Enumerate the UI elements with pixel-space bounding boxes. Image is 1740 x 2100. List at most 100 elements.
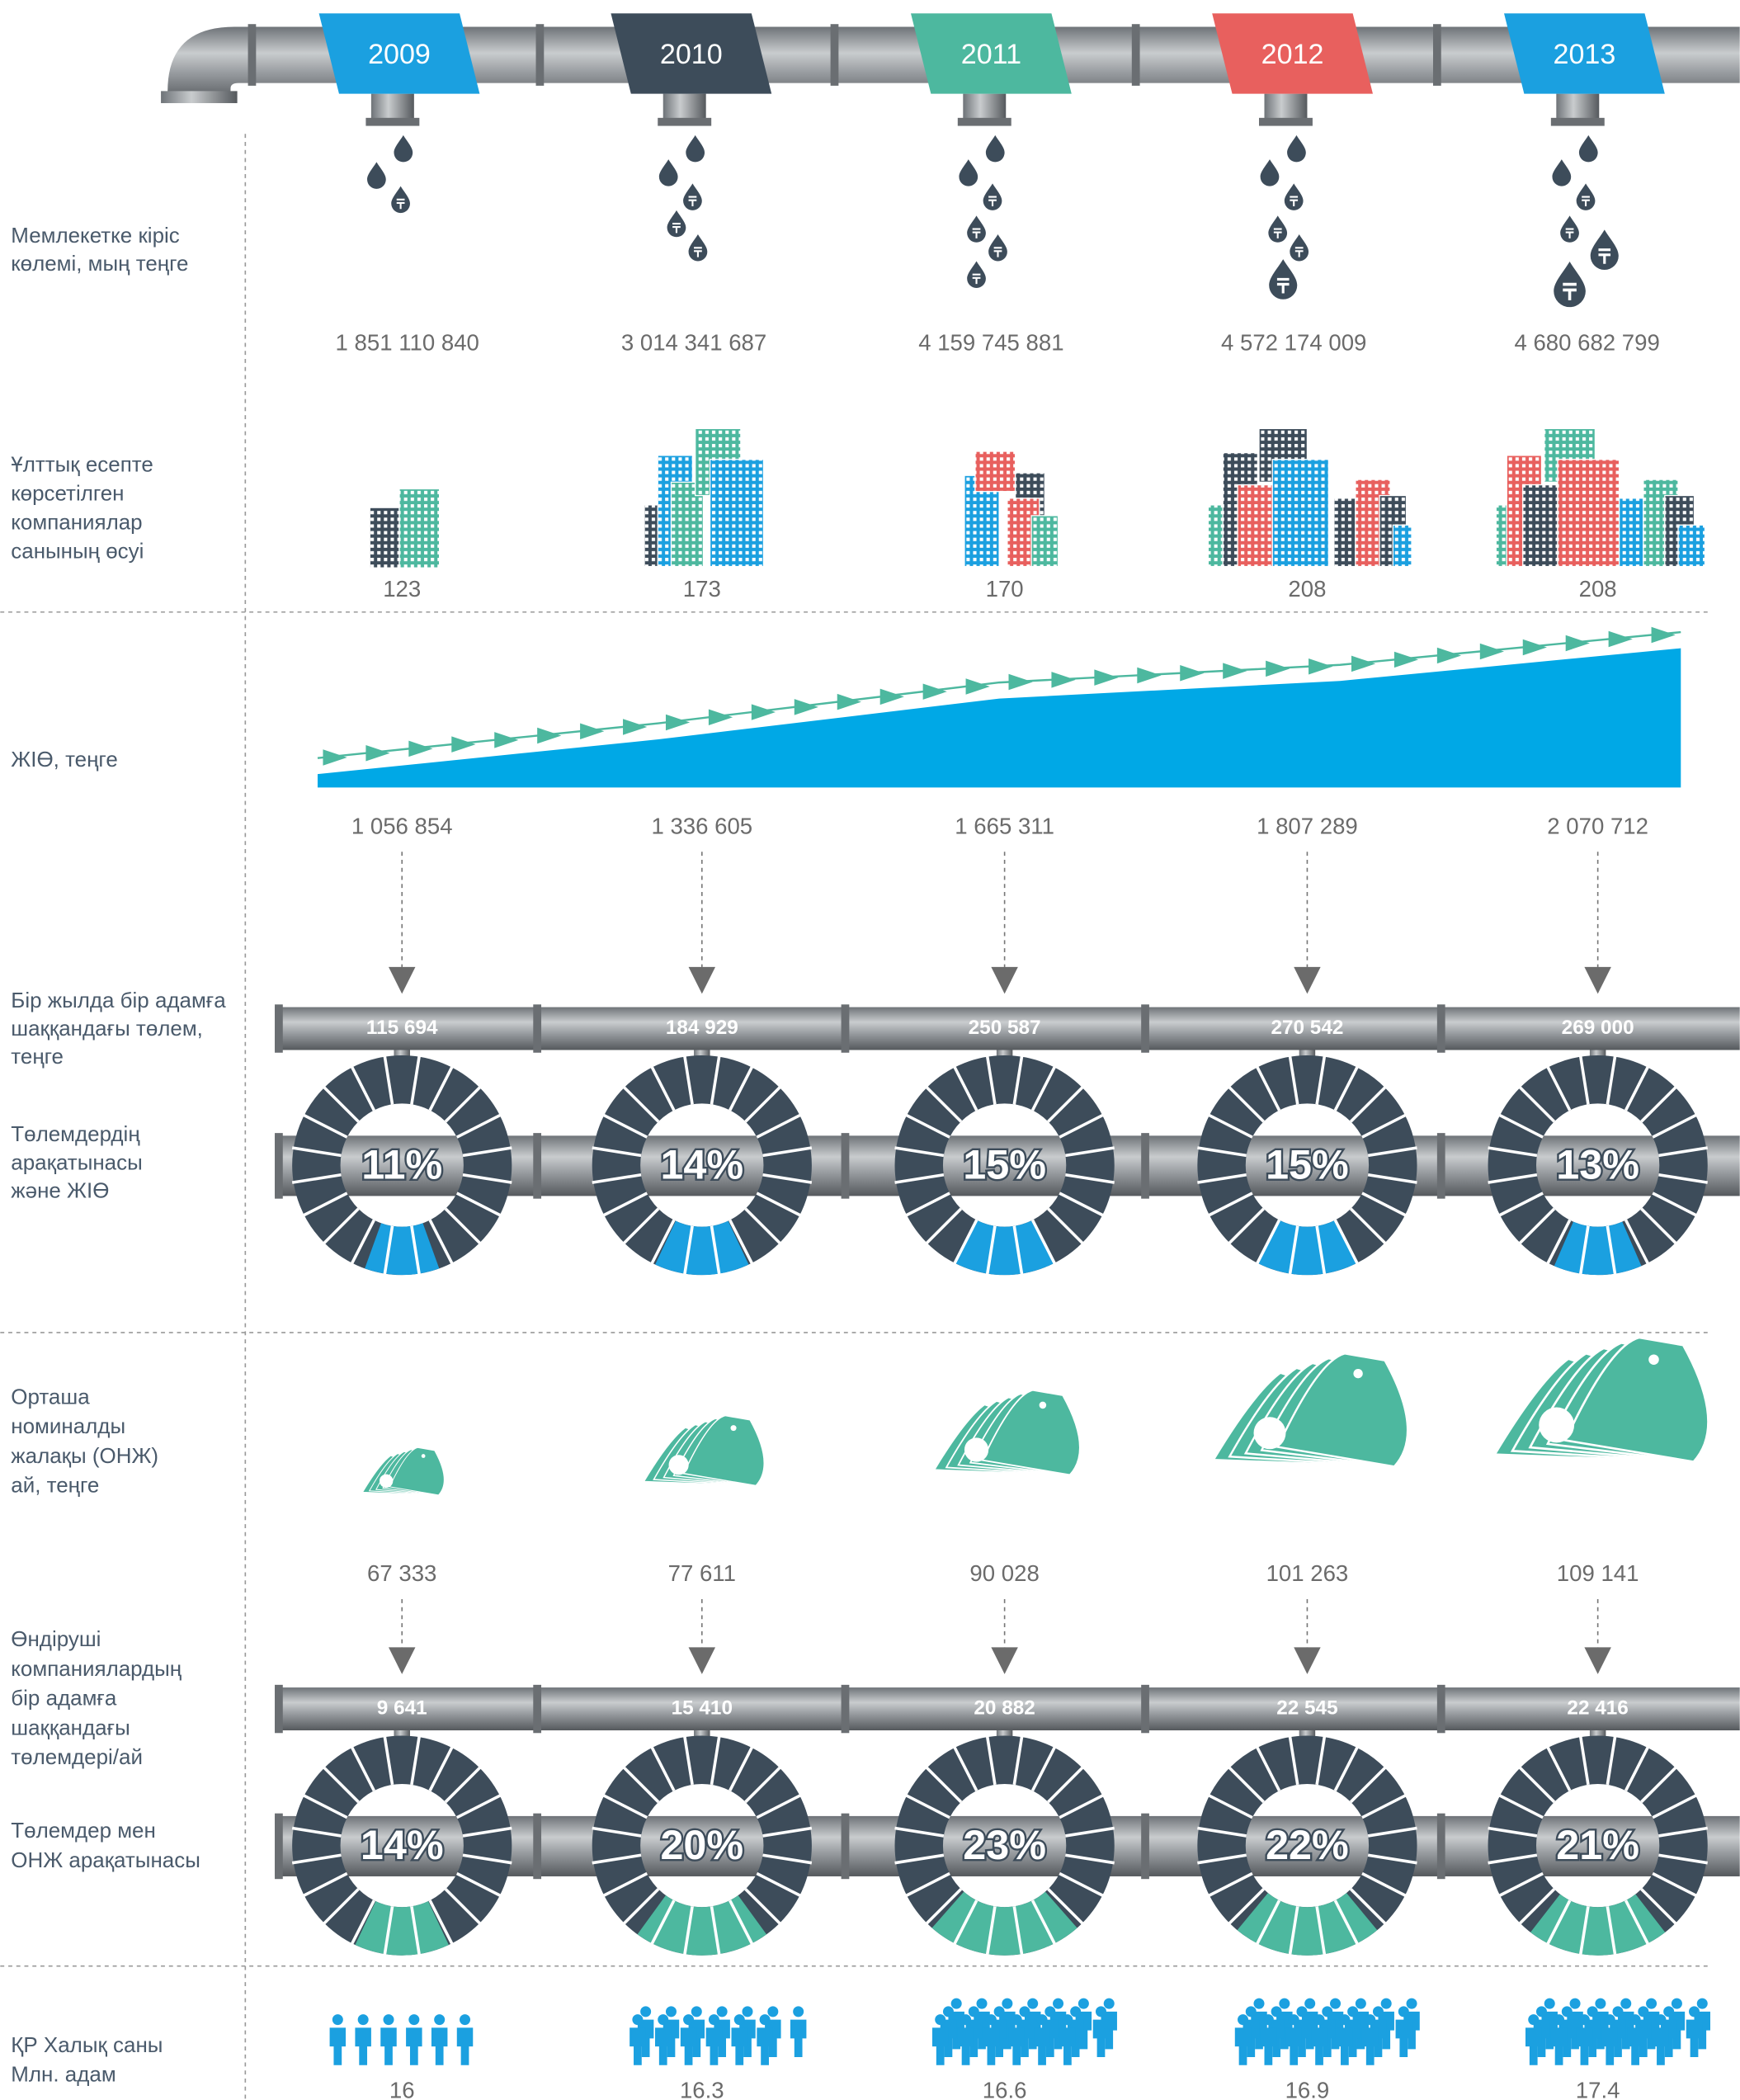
drop-icon xyxy=(967,215,986,243)
row-label: төлемдері/ай xyxy=(11,1744,143,1769)
row-label: теңге xyxy=(11,1044,64,1069)
donut-gap xyxy=(1207,1192,1253,1217)
donut-gap xyxy=(622,1085,660,1123)
donut-gap xyxy=(1497,1113,1544,1139)
donut-gap xyxy=(1059,1871,1105,1898)
trend-arrow xyxy=(922,683,947,700)
banknote-circle xyxy=(1253,1417,1286,1450)
connector-head xyxy=(1584,1647,1611,1674)
drop-icon xyxy=(1576,183,1596,210)
trend-arrow xyxy=(794,699,819,715)
person-icon xyxy=(1653,2014,1669,2065)
donut-gap xyxy=(710,1055,721,1105)
head xyxy=(1646,1998,1657,2009)
donut-gap xyxy=(1059,1113,1105,1139)
body xyxy=(705,2027,723,2065)
donut-gap xyxy=(952,1745,978,1791)
trend-arrow xyxy=(1651,626,1676,644)
donut-gap xyxy=(1012,1225,1024,1276)
banknote xyxy=(389,1446,445,1496)
building xyxy=(1392,524,1412,568)
donut-gap xyxy=(1333,1745,1360,1791)
tenge-sign xyxy=(972,273,981,285)
donut-gap xyxy=(904,1113,950,1139)
pipe-joint xyxy=(841,1813,850,1880)
head xyxy=(716,2006,728,2017)
donut-gap xyxy=(291,1146,342,1158)
head xyxy=(733,2014,745,2026)
donut-gap xyxy=(1349,1085,1387,1123)
trend-arrow xyxy=(1608,630,1633,648)
head xyxy=(1587,2006,1598,2017)
head xyxy=(332,2014,343,2026)
payment-value: 115 694 xyxy=(366,1017,438,1039)
banknote xyxy=(682,1414,765,1487)
donut-gap xyxy=(1255,1065,1281,1111)
donut-gap xyxy=(744,1085,782,1123)
head xyxy=(1027,1998,1039,2009)
tenge-sign xyxy=(988,196,997,206)
pipe-joint xyxy=(1131,24,1140,86)
donut-gap xyxy=(1333,1899,1360,1946)
drop-icon xyxy=(367,162,386,189)
donut-gap xyxy=(1658,1146,1708,1158)
companies-value: 123 xyxy=(383,576,421,602)
donut-gap xyxy=(1361,1793,1408,1819)
faucet xyxy=(1264,93,1308,121)
body xyxy=(1653,2027,1669,2065)
donut-gap xyxy=(1367,1826,1417,1838)
donut-gap xyxy=(462,1146,512,1158)
donut-gap xyxy=(350,1219,375,1265)
donut-gap xyxy=(410,1055,422,1105)
trend-arrow xyxy=(665,714,691,731)
donut-gap xyxy=(1658,1173,1708,1184)
year-label: 2010 xyxy=(660,39,723,70)
trend-arrow xyxy=(965,678,990,695)
head xyxy=(1103,1998,1115,2009)
drop-icon xyxy=(688,234,708,262)
donut-gap xyxy=(592,1826,642,1838)
donut-gap xyxy=(762,1826,813,1838)
drop xyxy=(394,134,413,163)
ratio-label: 22% xyxy=(1266,1821,1349,1868)
body xyxy=(1092,2019,1110,2058)
person-icon xyxy=(1059,2014,1076,2065)
person-icon xyxy=(957,2014,974,2065)
trend-arrow xyxy=(323,749,347,766)
donut-gap xyxy=(1012,1906,1024,1956)
head xyxy=(1002,1998,1013,2009)
connector-head xyxy=(1294,966,1321,994)
donut-gap xyxy=(744,1766,782,1804)
head xyxy=(1288,2014,1299,2026)
donut-gap xyxy=(601,1113,648,1139)
donut-gap xyxy=(601,1192,648,1217)
body xyxy=(1285,2027,1302,2065)
head xyxy=(1355,1998,1366,2009)
donut-gap xyxy=(410,1225,422,1276)
donut-gap xyxy=(444,1207,482,1245)
donut-gap xyxy=(1065,1853,1115,1865)
donut-gap xyxy=(729,1899,754,1946)
head xyxy=(1595,1998,1606,2009)
donut-gap xyxy=(1315,1735,1327,1786)
payment-value: 22 416 xyxy=(1567,1697,1628,1719)
faucet xyxy=(663,93,706,121)
drop-icon xyxy=(658,159,678,186)
donut-gap xyxy=(1640,1888,1678,1926)
donut-gap xyxy=(1227,1766,1265,1804)
donut-gap xyxy=(1640,1766,1678,1804)
donut-gap xyxy=(710,1735,721,1786)
donut-gap xyxy=(650,1899,676,1946)
body xyxy=(680,2027,697,2065)
drop xyxy=(658,159,678,186)
drop xyxy=(1578,134,1598,163)
donut-gap xyxy=(1488,1853,1538,1865)
drop-icon xyxy=(391,186,410,214)
companies-value: 208 xyxy=(1579,576,1617,602)
payment-value: 269 000 xyxy=(1562,1017,1634,1039)
person-icon xyxy=(1686,2006,1703,2058)
payment-value: 22 545 xyxy=(1276,1697,1337,1719)
drop-icon xyxy=(1287,134,1306,163)
row-label: көлемі, мың теңге xyxy=(11,251,188,276)
ratio-label: 13% xyxy=(1556,1141,1639,1188)
